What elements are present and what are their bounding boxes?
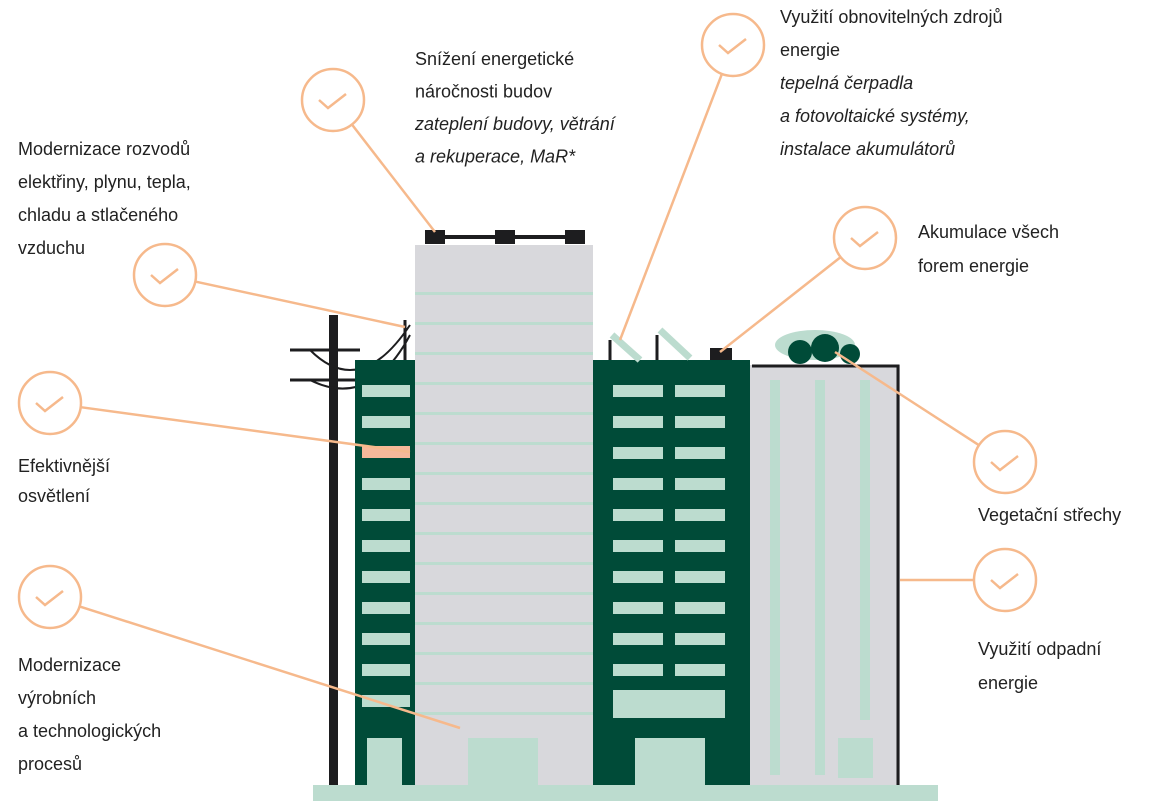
check-circle (702, 14, 764, 76)
label-title: forem energie (918, 256, 1029, 276)
label-title: Akumulace všech (918, 222, 1059, 242)
label-title: výrobních (18, 688, 96, 708)
check-circle (19, 566, 81, 628)
label-title: Využití odpadní (978, 639, 1101, 659)
leader-line (195, 282, 405, 327)
label-detail: a rekuperace, MaR* (415, 146, 576, 166)
label-title: chladu a stlačeného (18, 205, 178, 225)
label-detail: a fotovoltaické systémy, (780, 106, 970, 126)
check-circle (134, 244, 196, 306)
label-title: Modernizace rozvodů (18, 139, 190, 159)
leader-line (620, 74, 722, 340)
label-title: osvětlení (18, 486, 90, 506)
label-title: Snížení energetické (415, 49, 574, 69)
label-detail: zateplení budovy, větrání (414, 114, 617, 134)
label-title: energie (780, 40, 840, 60)
label-detail: tepelná čerpadla (780, 73, 913, 93)
label-title: Vegetační střechy (978, 505, 1121, 525)
label-title: Využití obnovitelných zdrojů (780, 7, 1002, 27)
label-title: náročnosti budov (415, 81, 552, 101)
label-title: procesů (18, 754, 82, 774)
diagram: Snížení energetické náročnosti budov zatep… (0, 0, 1166, 801)
label-detail: instalace akumulátorů (780, 139, 955, 159)
label-title: a technologických (18, 721, 161, 741)
label-title: Modernizace (18, 655, 121, 675)
check-circle (19, 372, 81, 434)
check-circle (834, 207, 896, 269)
label-title: energie (978, 673, 1038, 693)
check-circle (974, 549, 1036, 611)
leader-line (352, 125, 435, 232)
label-title: elektřiny, plynu, tepla, (18, 172, 191, 192)
check-circle (974, 431, 1036, 493)
check-circle (302, 69, 364, 131)
label-title: Efektivnější (18, 456, 110, 476)
label-title: vzduchu (18, 238, 85, 258)
illustration (290, 230, 938, 801)
